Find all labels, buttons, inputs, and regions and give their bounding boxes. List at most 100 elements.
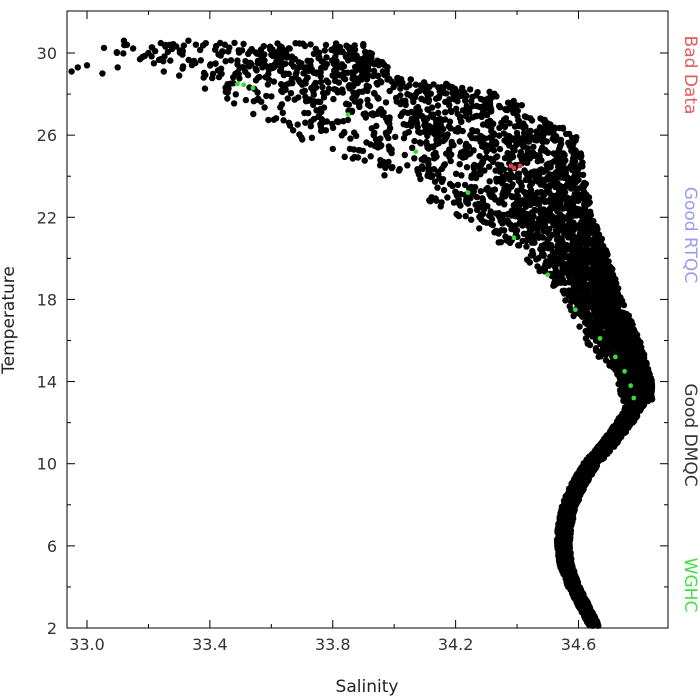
dmqc-point bbox=[571, 158, 579, 165]
dmqc-point bbox=[556, 124, 563, 132]
dmqc-point bbox=[425, 91, 433, 99]
dmqc-point bbox=[500, 176, 507, 184]
dmqc-point bbox=[589, 319, 596, 327]
dmqc-point bbox=[516, 242, 523, 249]
dmqc-point bbox=[576, 323, 583, 330]
dmqc-point bbox=[596, 235, 604, 242]
dmqc-point bbox=[240, 40, 247, 48]
dmqc-point bbox=[68, 68, 75, 75]
dmqc-point bbox=[394, 75, 401, 82]
dmqc-point bbox=[329, 124, 337, 132]
dmqc-point bbox=[219, 48, 226, 55]
dmqc-point bbox=[353, 91, 360, 99]
dmqc-point bbox=[285, 45, 292, 52]
dmqc-point bbox=[430, 81, 437, 88]
dmqc-point bbox=[242, 58, 249, 65]
dmqc-point bbox=[231, 39, 238, 47]
dmqc-point bbox=[591, 297, 598, 304]
dmqc-point bbox=[565, 139, 572, 146]
dmqc-point bbox=[360, 110, 367, 118]
dmqc-point bbox=[250, 110, 257, 118]
dmqc-point bbox=[334, 89, 341, 96]
dmqc-point bbox=[572, 236, 579, 244]
dmqc-point bbox=[449, 182, 456, 190]
dmqc-point bbox=[518, 102, 525, 109]
dmqc-point bbox=[453, 105, 460, 113]
dmqc-point bbox=[611, 281, 619, 288]
dmqc-point bbox=[230, 80, 237, 87]
dmqc-point bbox=[621, 361, 628, 368]
dmqc-point bbox=[520, 129, 528, 137]
dmqc-point bbox=[496, 124, 503, 131]
dmqc-point bbox=[320, 94, 328, 101]
dmqc-point bbox=[443, 133, 450, 141]
dmqc-point bbox=[510, 97, 517, 105]
dmqc-point bbox=[543, 258, 550, 265]
dmqc-point bbox=[280, 71, 288, 79]
dmqc-point bbox=[160, 68, 167, 75]
dmqc-point bbox=[602, 338, 609, 345]
dmqc-point bbox=[531, 199, 539, 207]
dmqc-point bbox=[436, 175, 443, 182]
dmqc-point bbox=[310, 91, 317, 98]
dmqc-point bbox=[435, 109, 442, 117]
dmqc-point bbox=[100, 44, 108, 52]
dmqc-point bbox=[539, 116, 547, 124]
dmqc-point bbox=[278, 101, 286, 108]
dmqc-point bbox=[446, 153, 453, 160]
dmqc-point bbox=[310, 50, 318, 57]
dmqc-point bbox=[291, 96, 298, 103]
dmqc-point bbox=[418, 163, 426, 170]
dmqc-point bbox=[492, 227, 500, 234]
dmqc-point bbox=[382, 164, 389, 171]
dmqc-point bbox=[584, 265, 591, 272]
dmqc-point bbox=[213, 42, 220, 50]
dmqc-point bbox=[212, 60, 219, 67]
dmqc-point bbox=[504, 149, 511, 157]
dmqc-point bbox=[512, 137, 519, 145]
dmqc-point bbox=[459, 127, 466, 135]
dmqc-point bbox=[499, 191, 506, 198]
dmqc-point bbox=[209, 70, 217, 78]
dmqc-point bbox=[489, 143, 496, 150]
dmqc-point bbox=[585, 258, 592, 265]
dmqc-point bbox=[513, 195, 520, 202]
dmqc-point bbox=[501, 137, 508, 144]
dmqc-point bbox=[422, 122, 430, 129]
dmqc-point bbox=[601, 256, 608, 263]
dmqc-point bbox=[333, 118, 341, 125]
dmqc-point bbox=[473, 193, 481, 201]
dmqc-point bbox=[479, 121, 487, 128]
dmqc-point bbox=[504, 132, 511, 139]
dmqc-point bbox=[517, 220, 524, 228]
dmqc-point bbox=[462, 213, 469, 220]
dmqc-point bbox=[531, 194, 538, 201]
dmqc-point bbox=[555, 167, 562, 175]
dmqc-point bbox=[377, 157, 384, 164]
dmqc-point bbox=[470, 185, 477, 192]
dmqc-point bbox=[586, 341, 594, 349]
dmqc-point bbox=[476, 225, 483, 232]
dmqc-point bbox=[621, 381, 628, 388]
dmqc-point bbox=[123, 41, 131, 48]
dmqc-point bbox=[346, 145, 354, 153]
dmqc-point bbox=[400, 108, 408, 116]
dmqc-point bbox=[534, 220, 541, 227]
dmqc-point bbox=[173, 43, 180, 50]
dmqc-point bbox=[282, 60, 289, 67]
dmqc-point bbox=[572, 273, 579, 280]
dmqc-point bbox=[562, 224, 569, 232]
dmqc-point bbox=[466, 207, 474, 215]
dmqc-point bbox=[317, 78, 325, 86]
dmqc-point bbox=[338, 61, 346, 68]
dmqc-point bbox=[301, 42, 309, 50]
dmqc-point bbox=[155, 56, 163, 63]
dmqc-point bbox=[446, 146, 453, 153]
dmqc-point bbox=[286, 122, 294, 129]
dmqc-point bbox=[332, 62, 339, 69]
dmqc-point bbox=[556, 256, 564, 264]
dmqc-point bbox=[432, 95, 440, 102]
dmqc-point bbox=[480, 205, 488, 212]
dmqc-point bbox=[561, 152, 568, 159]
dmqc-point bbox=[463, 92, 470, 100]
